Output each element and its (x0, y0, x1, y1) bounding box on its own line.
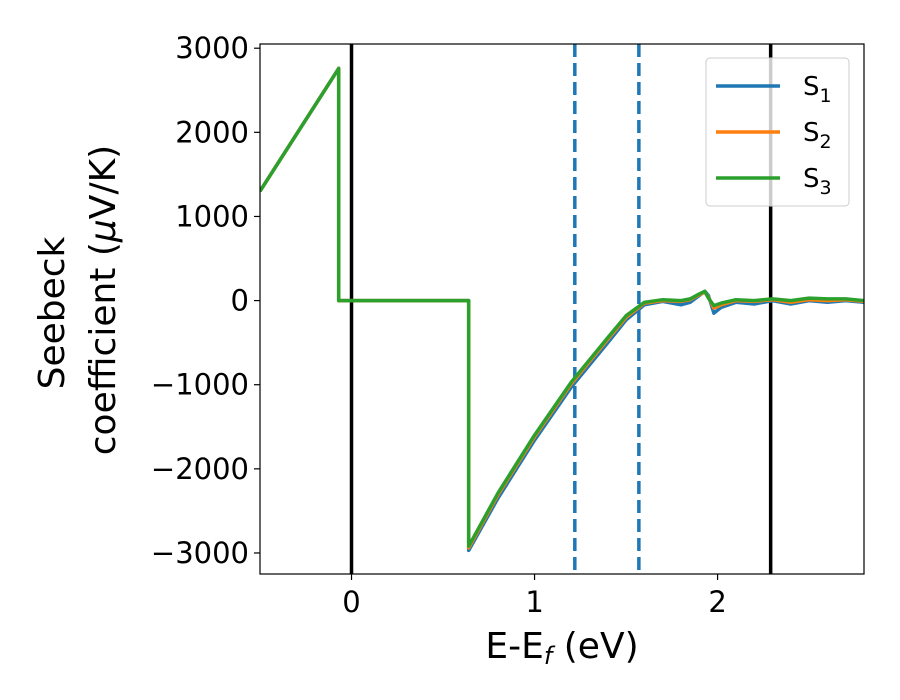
legend-label-3: S3 (803, 164, 832, 199)
y-tick-label-0: −3000 (151, 536, 249, 570)
y-tick-label-2: −1000 (151, 368, 249, 402)
x-axis-title: E-Ef (eV) (485, 626, 638, 670)
y-tick-label-6: 3000 (175, 31, 249, 65)
x-tick-label-0: 0 (342, 585, 360, 619)
y-tick-label-4: 1000 (175, 199, 249, 233)
y-tick-label-5: 2000 (175, 115, 249, 149)
legend: S1 S2 S3 (705, 57, 850, 207)
legend-label-2: S2 (803, 118, 832, 153)
x-tick-label-2: 2 (708, 585, 726, 619)
plot-frame (259, 43, 865, 575)
x-tick-label-1: 1 (525, 585, 543, 619)
y-tick-label-3: 0 (231, 284, 249, 318)
ticks: 0 1 2 −3000 −2000 −1000 0 1000 2000 3000 (151, 31, 727, 619)
axes (259, 43, 865, 575)
y-axis-title-line2: coefficient (μV/K) (83, 145, 124, 455)
legend-label-1: S1 (803, 72, 832, 107)
y-tick-label-1: −2000 (151, 452, 249, 486)
y-axis-title-line1: Seebeck (32, 236, 73, 389)
series-line-3 (260, 66, 864, 548)
series-lines (260, 66, 864, 553)
